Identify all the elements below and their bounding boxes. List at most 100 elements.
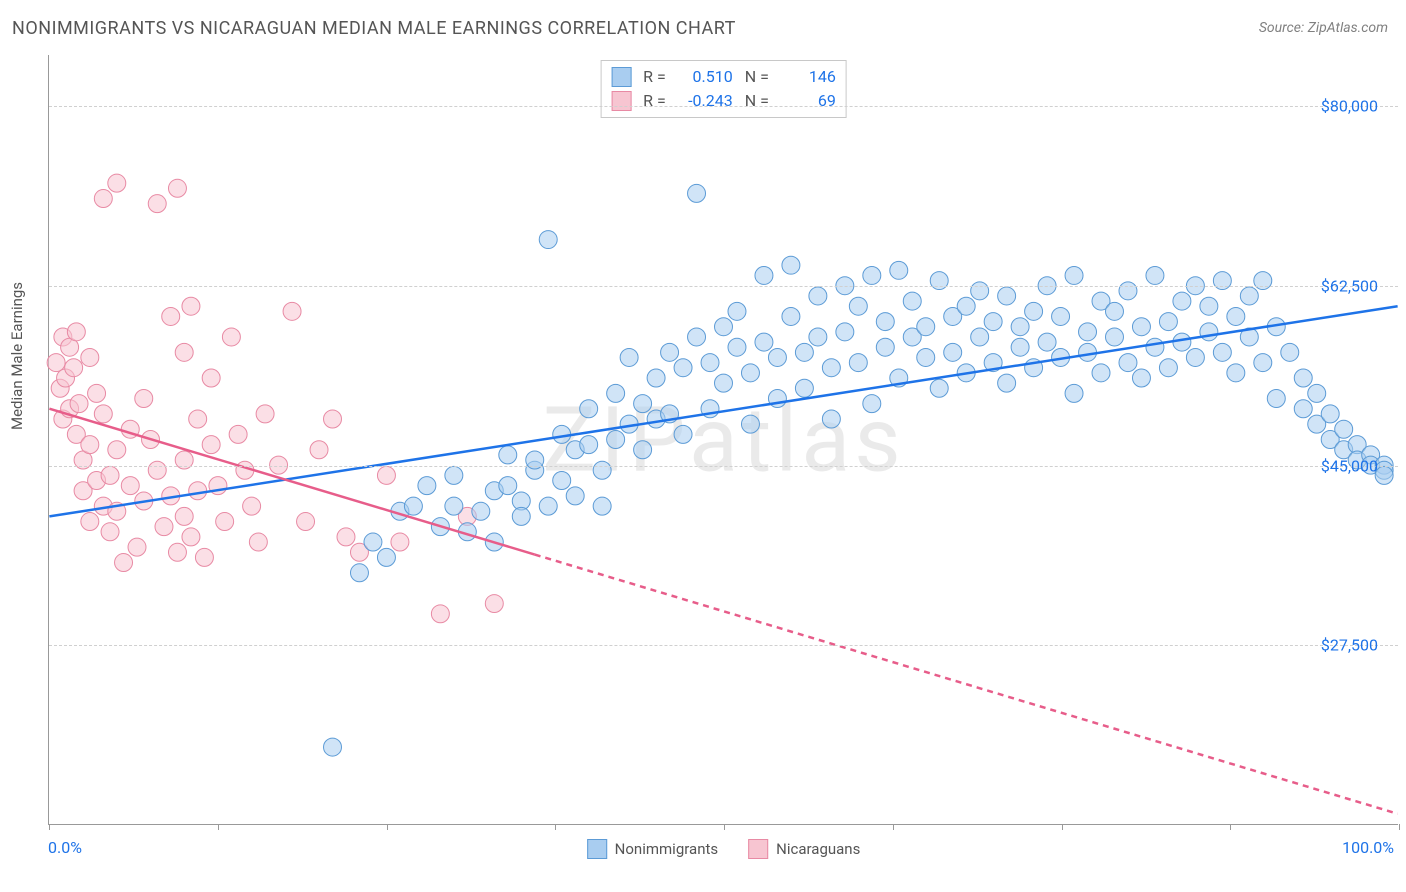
data-point xyxy=(1038,333,1056,351)
data-point xyxy=(593,497,611,515)
data-point xyxy=(297,513,315,531)
data-point xyxy=(620,348,638,366)
legend-label: Nicaraguans xyxy=(776,840,860,858)
legend-r-value: 0.510 xyxy=(678,65,733,89)
data-point xyxy=(1159,359,1177,377)
data-point xyxy=(121,477,139,495)
data-point xyxy=(445,466,463,484)
data-point xyxy=(688,184,706,202)
data-point xyxy=(94,190,112,208)
data-point xyxy=(688,328,706,346)
data-point xyxy=(101,466,119,484)
data-point xyxy=(701,354,719,372)
data-point xyxy=(647,369,665,387)
data-point xyxy=(1011,318,1029,336)
data-point xyxy=(957,297,975,315)
data-point xyxy=(1227,307,1245,325)
data-point xyxy=(168,179,186,197)
legend-r-label: R = xyxy=(643,65,666,89)
data-point xyxy=(485,595,503,613)
data-point xyxy=(674,359,692,377)
x-tick xyxy=(893,824,894,830)
data-point xyxy=(1173,292,1191,310)
data-point xyxy=(930,379,948,397)
correlation-legend: R =0.510N =146R =-0.243N =69 xyxy=(600,60,847,118)
data-point xyxy=(1173,333,1191,351)
x-axis-min-label: 0.0% xyxy=(48,838,82,857)
data-point xyxy=(249,533,267,551)
data-point xyxy=(580,436,598,454)
data-point xyxy=(81,513,99,531)
data-point xyxy=(1294,400,1312,418)
data-point xyxy=(917,318,935,336)
data-point xyxy=(903,292,921,310)
data-point xyxy=(728,302,746,320)
source-attribution: Source: ZipAtlas.com xyxy=(1259,20,1388,36)
data-point xyxy=(115,554,133,572)
data-point xyxy=(755,266,773,284)
legend-r-label: R = xyxy=(643,89,666,113)
data-point xyxy=(1321,405,1339,423)
data-point xyxy=(822,410,840,428)
data-point xyxy=(189,410,207,428)
data-point xyxy=(324,738,342,756)
legend-item: Nicaraguans xyxy=(748,839,860,859)
y-tick-label: $62,500 xyxy=(1321,277,1378,296)
legend-n-value: 146 xyxy=(781,65,836,89)
data-point xyxy=(1119,354,1137,372)
x-tick xyxy=(1399,824,1400,830)
data-point xyxy=(984,313,1002,331)
data-point xyxy=(81,436,99,454)
data-point xyxy=(1240,287,1258,305)
data-point xyxy=(445,497,463,515)
data-point xyxy=(661,343,679,361)
scatter-svg xyxy=(49,55,1398,824)
data-point xyxy=(593,461,611,479)
data-point xyxy=(715,318,733,336)
data-point xyxy=(917,348,935,366)
data-point xyxy=(741,415,759,433)
data-point xyxy=(155,518,173,536)
data-point xyxy=(499,477,517,495)
data-point xyxy=(849,297,867,315)
data-point xyxy=(1200,297,1218,315)
data-point xyxy=(148,195,166,213)
correlation-legend-row: R =-0.243N =69 xyxy=(611,89,836,113)
data-point xyxy=(741,364,759,382)
correlation-legend-row: R =0.510N =146 xyxy=(611,65,836,89)
x-tick xyxy=(1062,824,1063,830)
data-point xyxy=(88,384,106,402)
data-point xyxy=(70,395,88,413)
data-point xyxy=(377,548,395,566)
data-point xyxy=(782,307,800,325)
legend-swatch xyxy=(748,839,768,859)
data-point xyxy=(634,441,652,459)
data-point xyxy=(1254,354,1272,372)
data-point xyxy=(182,297,200,315)
data-point xyxy=(607,384,625,402)
data-point xyxy=(168,543,186,561)
data-point xyxy=(755,333,773,351)
data-point xyxy=(822,359,840,377)
y-axis-label: Median Male Earnings xyxy=(8,282,26,430)
data-point xyxy=(863,266,881,284)
data-point xyxy=(94,405,112,423)
data-point xyxy=(324,410,342,428)
data-point xyxy=(998,287,1016,305)
data-point xyxy=(566,487,584,505)
data-point xyxy=(674,425,692,443)
data-point xyxy=(499,446,517,464)
data-point xyxy=(1335,420,1353,438)
data-point xyxy=(148,461,166,479)
data-point xyxy=(189,482,207,500)
data-point xyxy=(202,436,220,454)
legend-swatch xyxy=(611,91,631,111)
data-point xyxy=(418,477,436,495)
data-point xyxy=(1213,343,1231,361)
data-point xyxy=(1146,338,1164,356)
data-point xyxy=(216,513,234,531)
data-point xyxy=(863,395,881,413)
data-point xyxy=(256,405,274,423)
data-point xyxy=(472,502,490,520)
y-tick-label: $45,000 xyxy=(1321,456,1378,475)
